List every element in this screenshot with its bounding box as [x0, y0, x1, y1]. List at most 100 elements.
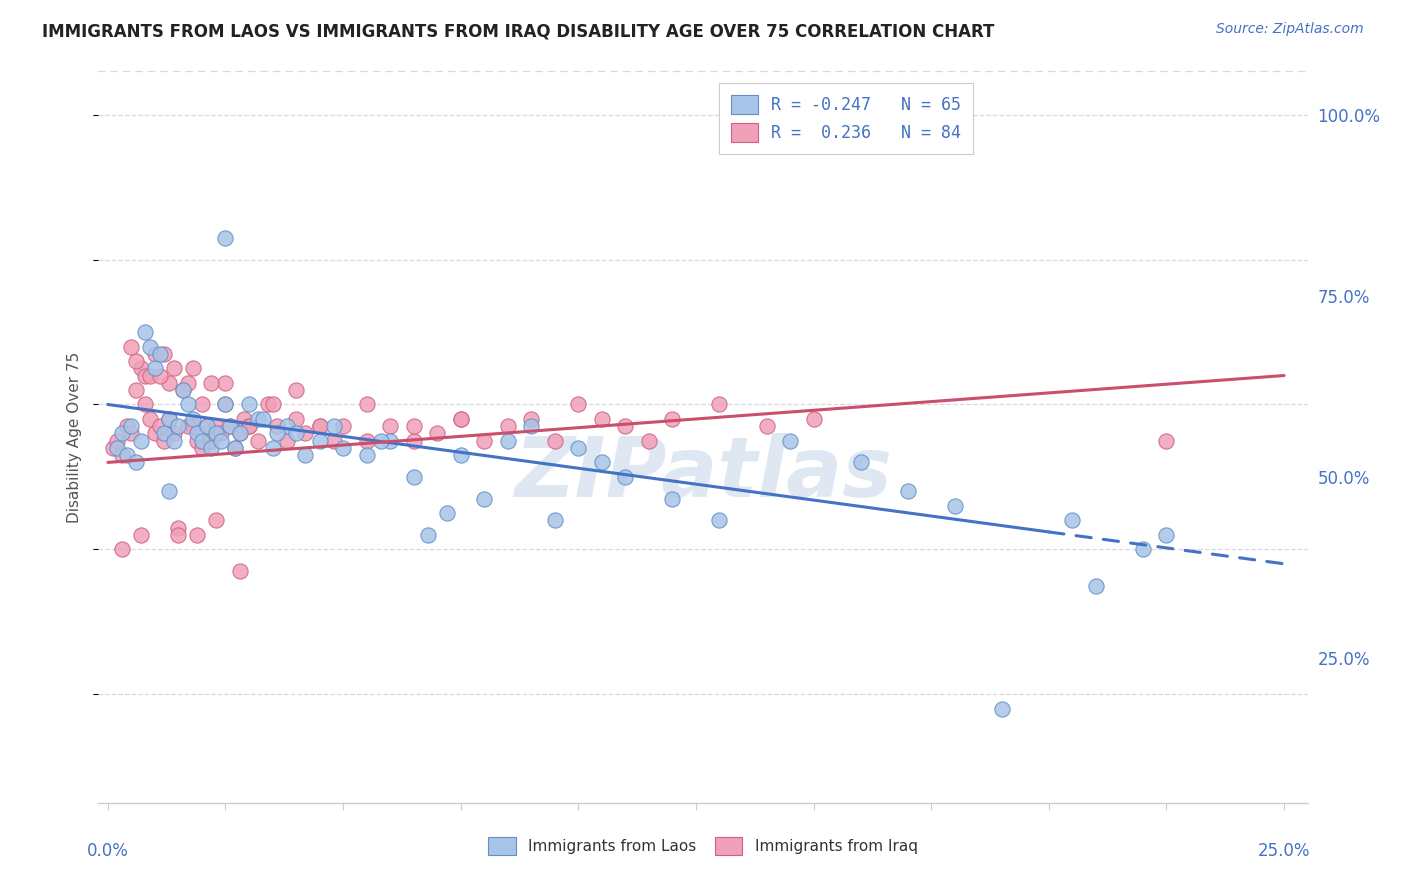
Point	[849, 455, 872, 469]
Point	[520, 412, 543, 426]
Point	[1156, 434, 1178, 448]
Point	[370, 434, 392, 448]
Point	[205, 426, 228, 441]
Point	[1132, 542, 1154, 557]
Point	[322, 434, 344, 448]
Point	[450, 448, 472, 462]
Point	[1062, 513, 1084, 527]
Point	[195, 419, 218, 434]
Point	[378, 419, 401, 434]
Point	[111, 426, 134, 441]
Point	[1084, 578, 1107, 592]
Point	[191, 397, 214, 411]
Point	[111, 448, 134, 462]
Point	[111, 542, 134, 557]
Point	[266, 419, 288, 434]
Point	[308, 419, 330, 434]
Point	[105, 434, 128, 448]
Point	[285, 383, 308, 397]
Point	[219, 419, 242, 434]
Point	[252, 412, 274, 426]
Point	[256, 397, 278, 411]
Point	[661, 412, 683, 426]
Point	[224, 441, 246, 455]
Point	[163, 361, 186, 376]
Point	[214, 376, 236, 390]
Point	[285, 412, 308, 426]
Point	[143, 426, 166, 441]
Point	[233, 412, 256, 426]
Point	[129, 361, 152, 376]
Point	[200, 441, 222, 455]
Point	[125, 354, 148, 368]
Point	[266, 426, 288, 441]
Point	[129, 528, 152, 542]
Point	[153, 347, 176, 361]
Point	[129, 434, 152, 448]
Point	[709, 397, 731, 411]
Point	[247, 434, 270, 448]
Point	[472, 434, 495, 448]
Point	[186, 528, 208, 542]
Point	[177, 376, 200, 390]
Point	[591, 412, 613, 426]
Point	[247, 412, 270, 426]
Legend: Immigrants from Laos, Immigrants from Iraq: Immigrants from Laos, Immigrants from Ir…	[482, 831, 924, 861]
Point	[143, 347, 166, 361]
Point	[402, 419, 425, 434]
Point	[308, 419, 330, 434]
Point	[205, 513, 228, 527]
Point	[262, 441, 284, 455]
Point	[167, 528, 190, 542]
Point	[157, 484, 180, 499]
Text: ZIPatlas: ZIPatlas	[515, 434, 891, 514]
Point	[228, 426, 250, 441]
Point	[205, 419, 228, 434]
Point	[496, 419, 519, 434]
Point	[591, 455, 613, 469]
Point	[149, 419, 172, 434]
Point	[200, 376, 222, 390]
Point	[238, 419, 260, 434]
Point	[356, 397, 378, 411]
Point	[294, 426, 316, 441]
Point	[356, 434, 378, 448]
Point	[472, 491, 495, 506]
Point	[125, 383, 148, 397]
Point	[803, 412, 825, 426]
Point	[186, 434, 208, 448]
Point	[134, 325, 156, 339]
Point	[186, 426, 208, 441]
Point	[755, 419, 778, 434]
Point	[163, 426, 186, 441]
Point	[308, 434, 330, 448]
Point	[172, 383, 194, 397]
Point	[332, 441, 354, 455]
Point	[638, 434, 661, 448]
Point	[214, 397, 236, 411]
Point	[614, 419, 637, 434]
Point	[214, 231, 236, 245]
Point	[209, 426, 232, 441]
Point	[238, 419, 260, 434]
Text: IMMIGRANTS FROM LAOS VS IMMIGRANTS FROM IRAQ DISABILITY AGE OVER 75 CORRELATION : IMMIGRANTS FROM LAOS VS IMMIGRANTS FROM …	[42, 22, 994, 40]
Point	[450, 412, 472, 426]
Point	[125, 455, 148, 469]
Point	[943, 499, 966, 513]
Point	[356, 448, 378, 462]
Point	[402, 470, 425, 484]
Y-axis label: Disability Age Over 75: Disability Age Over 75	[67, 351, 83, 523]
Point	[1156, 528, 1178, 542]
Point	[262, 397, 284, 411]
Point	[214, 397, 236, 411]
Point	[228, 564, 250, 578]
Point	[276, 419, 298, 434]
Point	[167, 520, 190, 534]
Point	[143, 361, 166, 376]
Text: Source: ZipAtlas.com: Source: ZipAtlas.com	[1216, 22, 1364, 37]
Point	[157, 412, 180, 426]
Point	[520, 419, 543, 434]
Point	[157, 376, 180, 390]
Text: 0.0%: 0.0%	[87, 842, 129, 860]
Point	[181, 361, 204, 376]
